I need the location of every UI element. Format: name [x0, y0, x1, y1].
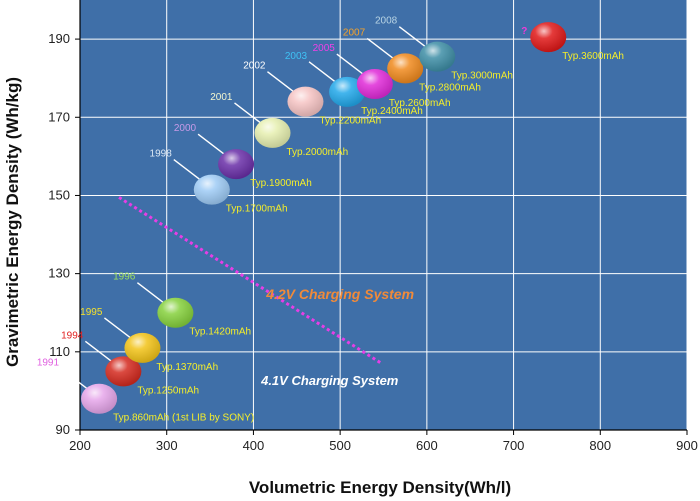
point-capacity-label: Typ.3600mAh [562, 51, 624, 62]
point-capacity-label: Typ.2000mAh [287, 147, 349, 158]
x-tick-label: 900 [676, 438, 698, 453]
data-point: 1996 Typ.1420mAh [113, 272, 251, 338]
y-tick-label: 170 [48, 109, 70, 124]
point-capacity-label: Typ.1700mAh [226, 204, 288, 215]
point-gloss [356, 69, 393, 100]
data-point: 2005 Typ.2600mAh [313, 43, 451, 109]
data-point: 1998 Typ.1700mAh [150, 149, 288, 215]
data-point: 2001 Typ.2000mAh [210, 92, 348, 158]
data-point: 1995 Typ.1370mAh [80, 307, 218, 373]
annotation-4-2v-system: 4.2V Charging System [265, 286, 414, 302]
data-point: 2000 Typ.1900mAh [174, 123, 312, 189]
point-capacity-label: Typ.2600mAh [389, 98, 451, 109]
point-gloss [218, 149, 255, 180]
data-point: 1991 Typ.860mAh (1st LIB by SONY) [37, 358, 254, 424]
point-capacity-label: Typ.860mAh (1st LIB by SONY) [113, 413, 254, 424]
x-tick-label: 400 [243, 438, 265, 453]
point-capacity-label: Typ.2800mAh [419, 82, 481, 93]
x-tick-label: 500 [329, 438, 351, 453]
point-year-label: 1998 [150, 149, 173, 160]
point-year-label: 2007 [343, 27, 366, 38]
charging-system-divider [118, 196, 383, 365]
point-year-label: 1994 [61, 330, 84, 341]
point-year-label: 1995 [80, 307, 103, 318]
point-capacity-label: Typ.1420mAh [189, 327, 251, 338]
y-tick-label: 150 [48, 187, 70, 202]
point-year-label: 2001 [210, 92, 233, 103]
point-capacity-label: Typ.1370mAh [156, 362, 218, 373]
point-capacity-label: Typ.2400mAh [361, 106, 423, 117]
x-tick-label: 800 [589, 438, 611, 453]
point-gloss [157, 297, 194, 328]
y-tick-label: 110 [49, 344, 70, 359]
point-capacity-label: Typ.3000mAh [451, 71, 513, 82]
point-capacity-label: Typ.1900mAh [250, 178, 312, 189]
data-points: 1991 Typ.860mAh (1st LIB by SONY) 1994 Typ.… [37, 16, 624, 424]
x-tick-label: 300 [156, 438, 178, 453]
point-year-label: ? [521, 26, 527, 37]
annotation-4-1v-system: 4.1V Charging System [260, 373, 399, 388]
data-point: 2008 Typ.3000mAh [375, 16, 513, 82]
point-capacity-label: Typ.1250mAh [137, 385, 199, 396]
point-gloss [419, 41, 456, 72]
data-point: 2007 Typ.2800mAh [343, 27, 481, 93]
y-tick-label: 90 [56, 422, 70, 437]
x-tick-label: 200 [69, 438, 91, 453]
tick-labels: 200 300 400 500 600 700 800 900 90 110 130 150 170 19… [48, 31, 698, 453]
x-tick-label: 600 [416, 438, 438, 453]
y-tick-label: 130 [48, 266, 70, 281]
data-point: 2003 Typ.2400mAh [285, 51, 423, 117]
point-year-label: 2000 [174, 123, 197, 134]
point-year-label: 2003 [285, 51, 308, 62]
data-point: ? Typ.3600mAh [521, 22, 624, 62]
point-year-label: 2005 [313, 43, 336, 54]
data-point: 2002 Typ.2200mAh [243, 61, 381, 127]
data-point: 1994 Typ.1250mAh [61, 330, 199, 396]
point-year-label: 1991 [37, 358, 60, 369]
point-gloss [329, 76, 366, 107]
y-tick-label: 190 [48, 31, 70, 46]
point-year-label: 1996 [113, 272, 136, 283]
point-gloss [530, 22, 567, 53]
point-year-label: 2008 [375, 16, 398, 27]
point-capacity-label: Typ.2200mAh [319, 116, 381, 127]
point-year-label: 2002 [243, 61, 266, 72]
point-gloss [124, 332, 161, 363]
point-gloss [81, 383, 118, 414]
point-gloss [105, 356, 142, 387]
point-gloss [287, 86, 324, 117]
point-gloss [193, 174, 230, 205]
x-tick-label: 700 [503, 438, 525, 453]
x-axis-title: Volumetric Energy Density(Wh/l) [249, 478, 511, 497]
grid-lines [80, 0, 688, 430]
point-gloss [254, 117, 291, 148]
y-axis-title: Gravimetric Energy Density (Wh/kg) [3, 77, 22, 367]
point-gloss [387, 53, 424, 84]
